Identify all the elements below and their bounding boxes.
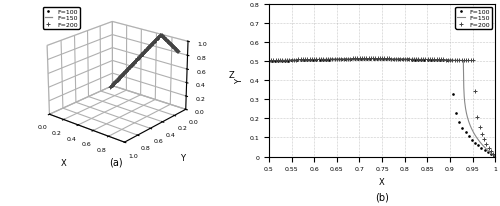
Y-axis label: Y: Y: [234, 78, 244, 83]
F=150: [492, 155, 498, 158]
F=100: [266, 61, 272, 63]
F=100: [368, 59, 374, 61]
X-axis label: X: X: [379, 177, 385, 186]
Text: (a): (a): [109, 157, 123, 166]
F=150: [388, 58, 394, 61]
F=200: [318, 59, 324, 61]
X-axis label: X: X: [60, 158, 66, 167]
F=200: [402, 58, 408, 61]
F=100: [342, 59, 348, 61]
F=100: [298, 60, 304, 62]
Line: F=100: F=100: [268, 59, 496, 157]
F=150: [452, 60, 458, 62]
F=150: [266, 60, 272, 63]
Line: F=200: F=200: [267, 57, 496, 156]
F=150: [375, 58, 381, 61]
F=200: [490, 153, 496, 156]
Y-axis label: Y: Y: [180, 153, 185, 162]
Legend: F=100, F=150, F=200: F=100, F=150, F=200: [456, 8, 492, 29]
Text: (b): (b): [375, 191, 389, 201]
Line: F=150: F=150: [269, 60, 495, 157]
F=200: [481, 138, 487, 141]
F=150: [487, 151, 493, 154]
F=200: [368, 58, 374, 60]
F=200: [384, 58, 390, 60]
F=100: [412, 59, 418, 62]
F=150: [374, 58, 380, 61]
F=200: [309, 59, 315, 61]
F=100: [422, 59, 428, 62]
F=100: [320, 59, 326, 62]
F=150: [368, 58, 374, 61]
F=200: [266, 60, 272, 62]
F=150: [401, 59, 407, 61]
F=100: [396, 59, 402, 61]
F=100: [491, 155, 497, 157]
F=200: [474, 116, 480, 119]
Legend: F=100, F=150, F=200: F=100, F=150, F=200: [42, 8, 80, 29]
